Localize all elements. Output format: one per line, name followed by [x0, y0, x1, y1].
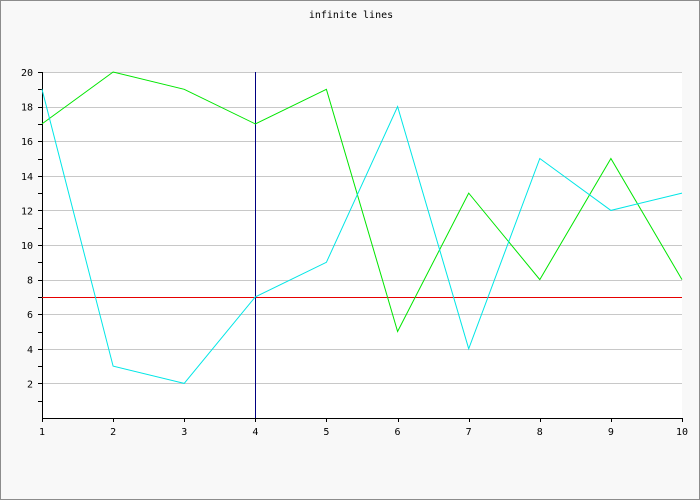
y-tick-label-18: 18 [21, 103, 33, 114]
y-tick-label-4: 4 [27, 345, 33, 356]
chart-title: infinite lines [309, 10, 393, 21]
y-tick-label-14: 14 [21, 172, 33, 183]
series-line-2 [41, 89, 683, 384]
y-tick-label-6: 6 [27, 310, 33, 321]
x-tick-label-3: 3 [181, 427, 187, 438]
y-tick-label-16: 16 [21, 137, 33, 148]
x-tick-label-6: 6 [395, 427, 401, 438]
y-tick-label-20: 20 [21, 68, 33, 79]
y-tick-label-10: 10 [21, 241, 33, 252]
x-tick-label-9: 9 [608, 427, 614, 438]
x-tick-label-2: 2 [110, 427, 116, 438]
data-series [41, 71, 683, 384]
y-tick-label-12: 12 [21, 206, 33, 217]
series-line-1 [41, 71, 683, 333]
x-tick-label-1: 1 [39, 427, 45, 438]
y-tick-label-8: 8 [27, 276, 33, 287]
x-tick-label-5: 5 [323, 427, 329, 438]
reference-lines [42, 72, 682, 418]
x-tick-label-8: 8 [537, 427, 543, 438]
y-tick-label-2: 2 [27, 379, 33, 390]
axes [38, 72, 683, 422]
x-tick-label-7: 7 [466, 427, 472, 438]
x-tick-label-10: 10 [676, 427, 688, 438]
x-tick-label-4: 4 [252, 427, 258, 438]
